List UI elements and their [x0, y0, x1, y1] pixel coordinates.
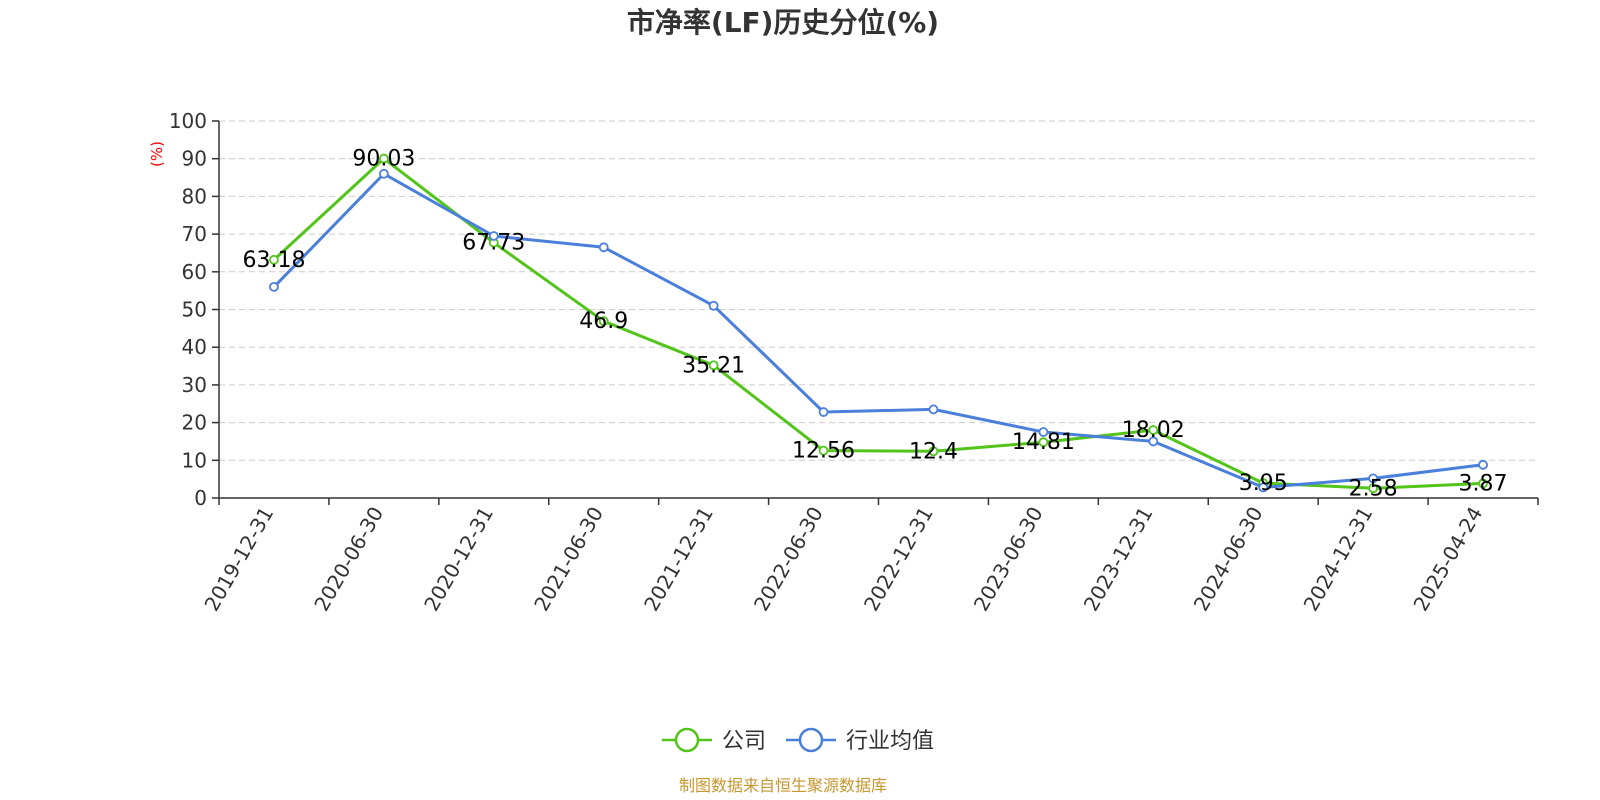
- data-point[interactable]: [378, 168, 389, 179]
- axes: [212, 120, 1539, 505]
- data-point[interactable]: [269, 281, 279, 292]
- data-point[interactable]: [598, 316, 609, 327]
- y-tick-label: 20: [182, 411, 207, 435]
- data-point[interactable]: [818, 445, 829, 456]
- data-point[interactable]: [378, 153, 389, 164]
- legend-item-1[interactable]: 行业均值: [786, 727, 934, 754]
- data-point[interactable]: [1478, 478, 1488, 489]
- legend-label: 公司: [722, 729, 766, 754]
- series-lines: [272, 157, 1484, 490]
- data-point[interactable]: [708, 300, 719, 311]
- data-point[interactable]: [1368, 483, 1379, 494]
- data-point[interactable]: [269, 254, 279, 265]
- x-tick-label: 2020-06-30: [309, 503, 388, 616]
- data-point[interactable]: [1038, 437, 1049, 448]
- x-tick-label: 2024-12-31: [1299, 503, 1378, 616]
- data-label: 3.87: [1459, 471, 1508, 496]
- data-point[interactable]: [928, 446, 939, 457]
- y-tick-label: 70: [182, 222, 207, 246]
- chart-title: 市净率(LF)历史分位(%): [627, 6, 939, 39]
- source-note: 制图数据来自恒生聚源数据库: [679, 776, 887, 795]
- legend[interactable]: 公司 行业均值: [662, 727, 934, 754]
- data-point[interactable]: [708, 360, 719, 371]
- y-tick-labels: 0 10 20 30 40 50 60 70 80 90 100: [169, 109, 207, 510]
- data-point[interactable]: [1368, 473, 1379, 484]
- data-label: 46.9: [579, 309, 628, 334]
- data-point[interactable]: [598, 242, 609, 253]
- x-tick-label: 2020-12-31: [419, 502, 498, 615]
- data-label: 35.21: [682, 353, 745, 378]
- data-label: 12.4: [909, 439, 958, 464]
- data-point[interactable]: [928, 404, 939, 415]
- x-tick-labels: 2019-12-31 2020-06-30 2020-12-31 2021-06-30…: [199, 502, 1487, 615]
- x-tick-label: 2023-06-30: [969, 503, 1048, 616]
- data-label: 63.18: [242, 248, 305, 273]
- data-point[interactable]: [1258, 482, 1269, 493]
- x-tick-label: 2019-12-31: [199, 503, 278, 616]
- x-tick-label: 2023-12-31: [1079, 503, 1158, 616]
- data-label: 18.02: [1122, 418, 1185, 443]
- y-tick-label: 50: [182, 298, 207, 322]
- data-point[interactable]: [1038, 427, 1049, 437]
- x-tick-label: 2024-06-30: [1189, 503, 1268, 616]
- series-line-0: [272, 157, 1484, 490]
- x-tick-label: 2025-04-24: [1408, 503, 1487, 616]
- data-label: 67.73: [462, 231, 525, 256]
- data-labels: 63.18 90.03 67.73 46.9 35.21 12.56 12.4 14.81 18…: [242, 147, 1507, 502]
- data-point[interactable]: [1148, 436, 1159, 447]
- y-tick-label: 30: [182, 373, 207, 397]
- data-point[interactable]: [1478, 459, 1488, 470]
- data-label: 12.56: [792, 439, 855, 464]
- x-tick-label: 2021-12-31: [639, 503, 718, 616]
- series-line-1: [272, 172, 1484, 489]
- data-point[interactable]: [818, 407, 829, 417]
- data-point[interactable]: [1148, 425, 1159, 435]
- y-tick-label: 100: [169, 109, 207, 133]
- x-tick-label: 2021-06-30: [529, 503, 608, 616]
- data-label: 2.58: [1349, 476, 1398, 501]
- y-tick-label: 60: [182, 260, 207, 284]
- data-label: 14.81: [1012, 430, 1075, 455]
- data-label: 90.03: [352, 147, 415, 172]
- x-tick-label: 2022-12-31: [859, 502, 938, 615]
- series-points: [269, 153, 1488, 494]
- legend-marker-icon: [798, 727, 824, 753]
- y-axis-unit: (%): [148, 141, 166, 167]
- y-tick-label: 10: [182, 448, 207, 472]
- y-tick-label: 0: [194, 486, 207, 510]
- y-tick-label: 90: [182, 147, 207, 171]
- x-tick-label: 2022-06-30: [749, 503, 828, 616]
- data-label: 3.95: [1239, 471, 1288, 496]
- data-point[interactable]: [488, 231, 499, 241]
- y-tick-label: 40: [182, 335, 207, 359]
- y-tick-label: 80: [182, 184, 207, 208]
- legend-label: 行业均值: [846, 729, 934, 754]
- legend-item-0[interactable]: 公司: [662, 727, 766, 754]
- legend-marker-icon: [674, 727, 700, 753]
